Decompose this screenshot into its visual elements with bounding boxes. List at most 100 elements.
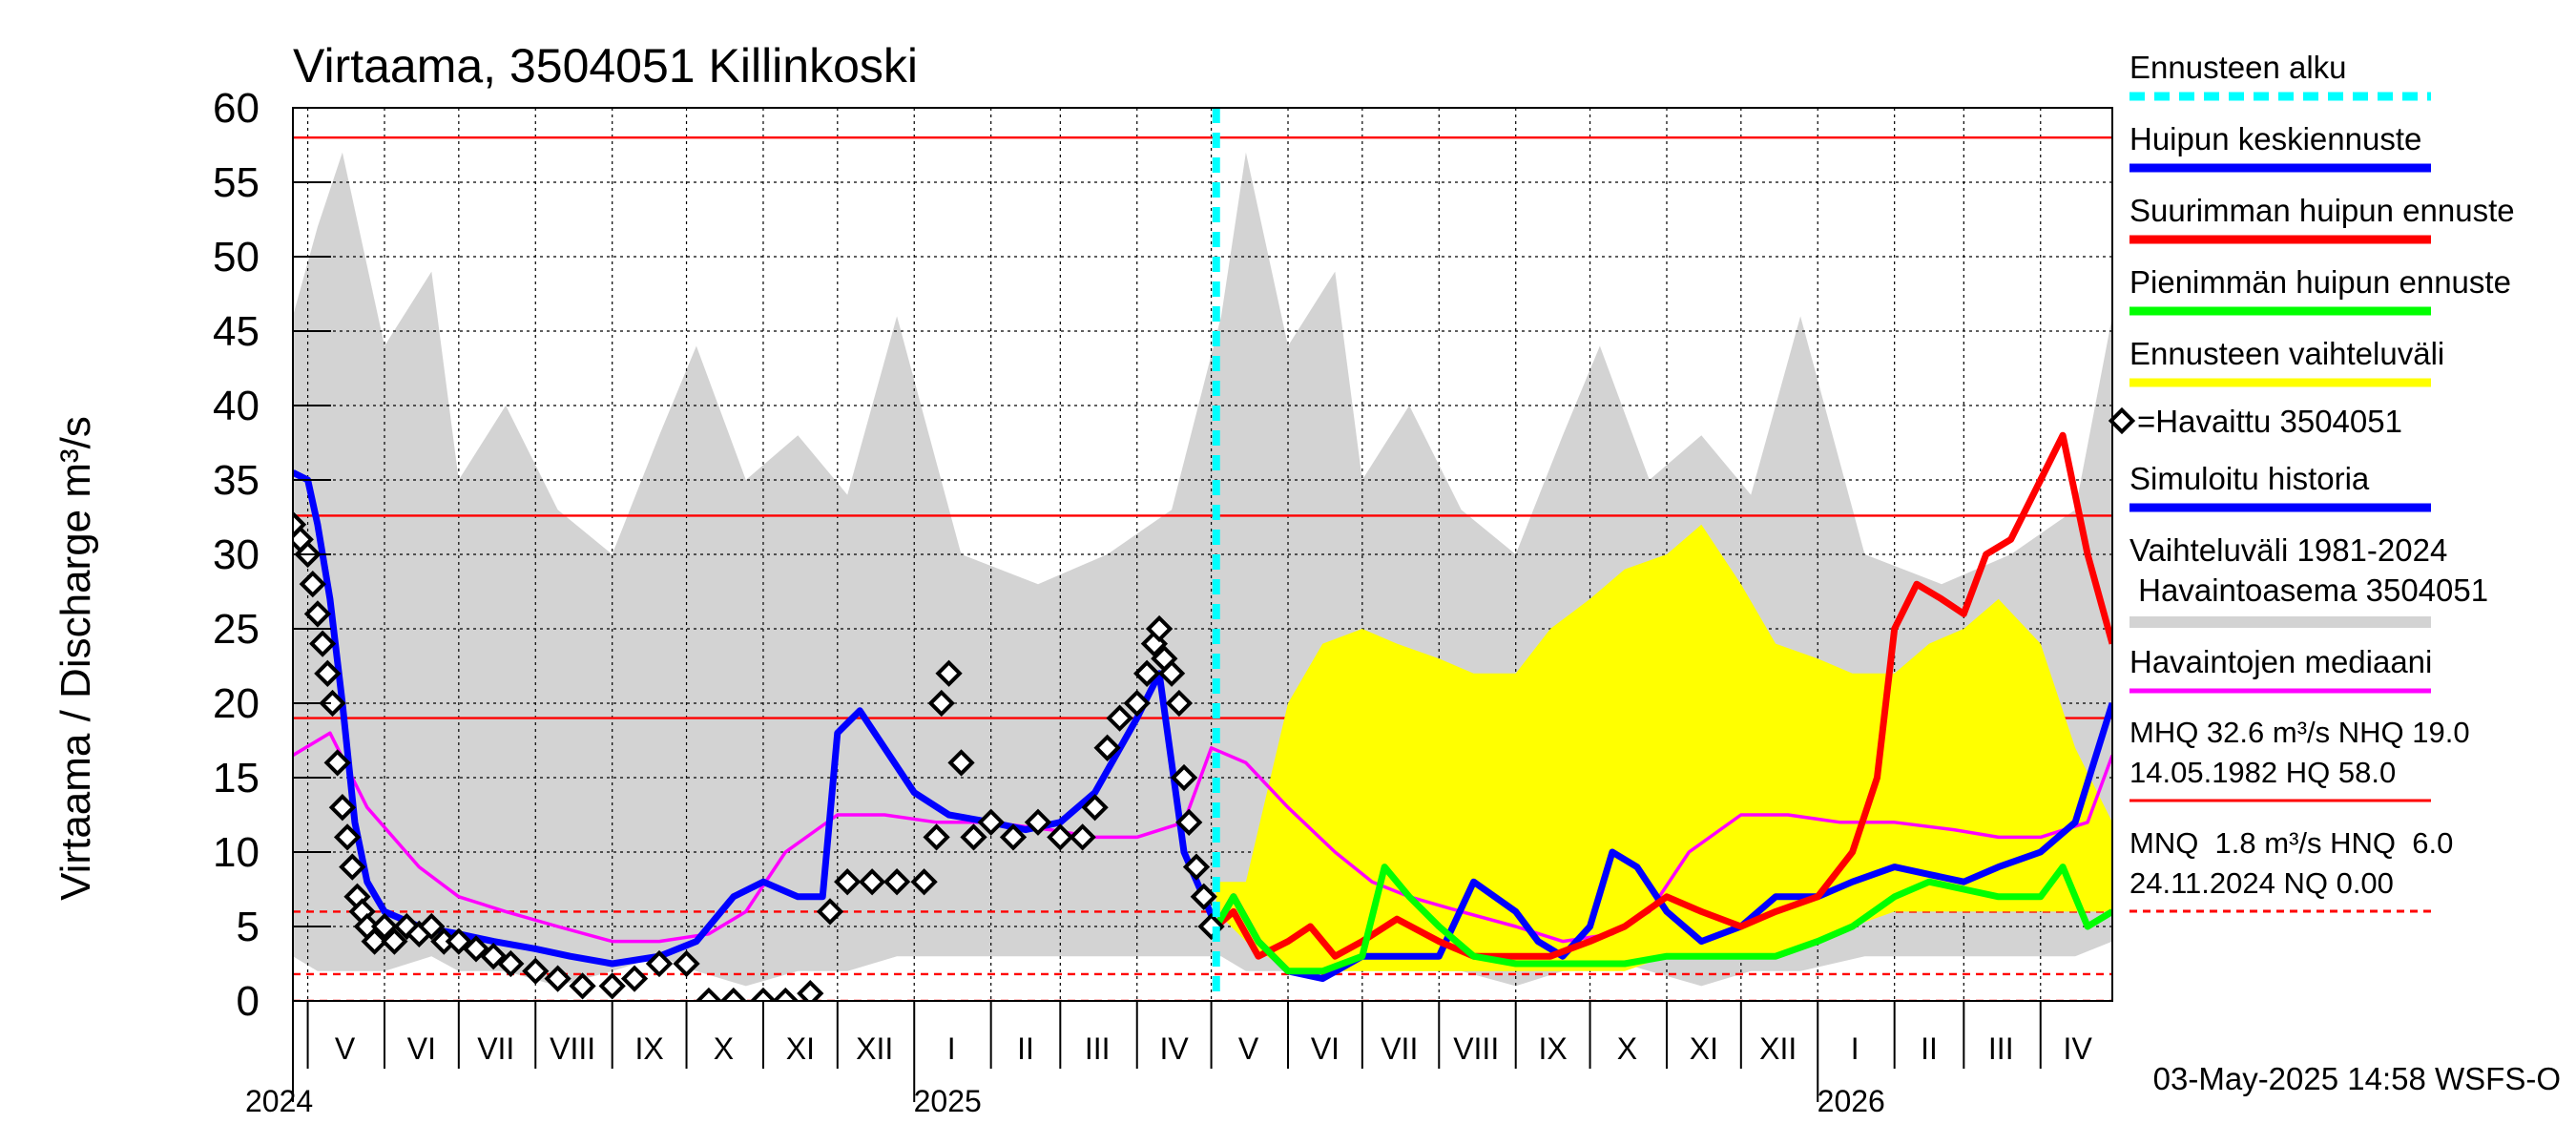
observed-point bbox=[858, 868, 886, 896]
legend-label-vaihteluvali: Ennusteen vaihteluväli bbox=[2129, 336, 2444, 371]
observed-point bbox=[299, 571, 326, 598]
y-tick-label: 5 bbox=[237, 904, 260, 950]
observed-point bbox=[497, 949, 525, 978]
y-tick-label: 50 bbox=[213, 234, 260, 281]
legend-label-vaihteluvali-hist-2: Havaintoasema 3504051 bbox=[2129, 572, 2488, 608]
observed-point bbox=[303, 600, 332, 628]
x-month-label: VII bbox=[1381, 1031, 1418, 1066]
x-month-label: I bbox=[947, 1031, 956, 1066]
x-month-label: IV bbox=[1160, 1031, 1190, 1066]
observed-point bbox=[645, 949, 674, 978]
observed-point bbox=[977, 808, 1005, 836]
observed-point bbox=[923, 823, 950, 851]
observed-point bbox=[1190, 883, 1217, 910]
legend-label-vaihteluvali-hist-1: Vaihteluväli 1981-2024 bbox=[2129, 532, 2447, 568]
x-year-label: 2025 bbox=[914, 1084, 982, 1118]
observed-point bbox=[328, 794, 357, 822]
observed-point bbox=[834, 868, 862, 896]
y-tick-label: 0 bbox=[237, 978, 260, 1025]
legend-label-pienimman: Pienimmän huipun ennuste bbox=[2129, 264, 2511, 300]
observed-point bbox=[927, 689, 955, 718]
observed-point bbox=[544, 965, 571, 992]
y-tick-label: 15 bbox=[213, 755, 260, 802]
x-month-label: VIII bbox=[550, 1031, 595, 1066]
observed-point bbox=[314, 659, 342, 687]
observed-point bbox=[797, 980, 824, 1001]
observed-point bbox=[772, 987, 800, 1001]
observed-point bbox=[1182, 853, 1211, 881]
x-year-label: 2026 bbox=[1818, 1084, 1885, 1118]
series-line-pienimm-n-huipun-ennuste bbox=[1213, 864, 2112, 975]
legend-label-suurimman: Suurimman huipun ennuste bbox=[2129, 193, 2515, 228]
observed-point bbox=[1106, 704, 1133, 732]
y-tick-label: 25 bbox=[213, 606, 260, 653]
x-month-label: XI bbox=[786, 1031, 815, 1066]
y-tick-label: 20 bbox=[213, 680, 260, 727]
observed-point bbox=[598, 972, 626, 1000]
observed-point bbox=[339, 853, 366, 881]
plot-area bbox=[293, 108, 2112, 1001]
y-tick-label: 40 bbox=[213, 383, 260, 429]
y-tick-label: 35 bbox=[213, 457, 260, 504]
legend: Ennusteen alku Huipun keskiennuste Suuri… bbox=[2108, 50, 2515, 913]
x-month-label: IX bbox=[634, 1031, 663, 1066]
observed-point bbox=[522, 957, 550, 985]
observed-point bbox=[620, 965, 649, 992]
legend-marker-observed bbox=[2108, 406, 2136, 435]
x-year-label: 2024 bbox=[245, 1084, 313, 1118]
plot-content bbox=[293, 108, 2112, 1001]
legend-stats-line-1: MHQ 32.6 m³/s NHQ 19.0 bbox=[2129, 716, 2470, 749]
observed-point bbox=[1069, 823, 1096, 851]
x-month-label: II bbox=[1017, 1031, 1034, 1066]
legend-stats-line-4: 24.11.2024 NQ 0.00 bbox=[2129, 866, 2394, 900]
legend-label-ennusteen-alku: Ennusteen alku bbox=[2129, 50, 2347, 85]
observed-point bbox=[883, 868, 911, 896]
observed-point bbox=[673, 949, 700, 978]
x-month-label: XI bbox=[1690, 1031, 1718, 1066]
x-month-label: VIII bbox=[1453, 1031, 1499, 1066]
legend-label-huipun-keskiennuste: Huipun keskiennuste bbox=[2129, 121, 2421, 156]
x-month-label: VII bbox=[477, 1031, 514, 1066]
observed-point bbox=[308, 630, 337, 657]
observed-point bbox=[361, 927, 388, 955]
observed-point bbox=[960, 823, 987, 851]
x-month-label: X bbox=[714, 1031, 734, 1066]
y-tick-label: 55 bbox=[213, 159, 260, 206]
y-axis-label: Virtaama / Discharge m³/s bbox=[52, 416, 99, 901]
observed-point bbox=[418, 912, 446, 941]
x-month-label: III bbox=[1085, 1031, 1111, 1066]
x-month-label: X bbox=[1617, 1031, 1637, 1066]
observed-point bbox=[1165, 689, 1194, 718]
x-month-label: III bbox=[1988, 1031, 2014, 1066]
y-tick-label: 45 bbox=[213, 308, 260, 355]
observed-point bbox=[719, 987, 747, 1001]
observed-point bbox=[1123, 689, 1151, 718]
series-band-ennusteen-vaihteluv-li bbox=[1215, 524, 2112, 971]
observed-point bbox=[430, 927, 458, 955]
observed-point bbox=[1145, 614, 1174, 643]
x-month-label: IX bbox=[1539, 1031, 1568, 1066]
x-month-label: V bbox=[1238, 1031, 1259, 1066]
observed-point bbox=[1132, 659, 1161, 687]
observed-point bbox=[816, 898, 844, 926]
x-month-label: IV bbox=[2064, 1031, 2093, 1066]
x-month-label: VI bbox=[407, 1031, 436, 1066]
x-month-label: VI bbox=[1311, 1031, 1340, 1066]
observed-point bbox=[1047, 823, 1074, 851]
x-month-label: II bbox=[1921, 1031, 1938, 1066]
series-line-havaintojen-mediaani bbox=[293, 731, 2112, 944]
y-tick-label: 60 bbox=[213, 85, 260, 132]
observed-point bbox=[935, 659, 963, 687]
x-month-label: V bbox=[335, 1031, 356, 1066]
observed-point bbox=[445, 927, 472, 955]
observed-point bbox=[947, 749, 975, 777]
observed-point bbox=[319, 689, 346, 718]
x-month-label: XII bbox=[1759, 1031, 1797, 1066]
legend-label-havaittu: =Havaittu 3504051 bbox=[2137, 404, 2402, 439]
y-tick-label: 30 bbox=[213, 531, 260, 578]
legend-label-mediaani: Havaintojen mediaani bbox=[2129, 644, 2432, 679]
series-line-suurimman-huipun-ennuste bbox=[1214, 431, 2112, 960]
observed-point bbox=[1175, 808, 1203, 836]
